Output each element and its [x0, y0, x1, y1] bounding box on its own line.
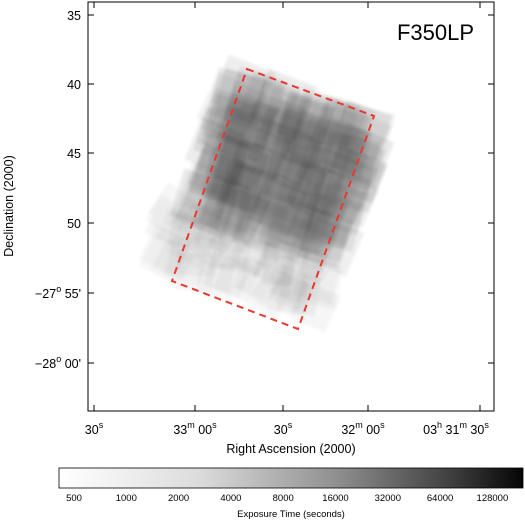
colorbar-tick-label: 8000: [273, 493, 294, 504]
y-tick-label: −27o 55': [35, 284, 81, 301]
filter-label: F350LP: [397, 20, 474, 45]
colorbar-tick-label: 2000: [168, 493, 189, 504]
colorbar-tick-label: 16000: [322, 493, 348, 504]
colorbar-title: Exposure Time (seconds): [237, 509, 345, 520]
x-tick-label: 30s: [274, 420, 293, 437]
colorbar-tick-label: 4000: [220, 493, 241, 504]
exposure-tile: [275, 271, 322, 317]
x-axis-title: Right Ascension (2000): [226, 442, 355, 456]
colorbar-tick-label: 1000: [116, 493, 137, 504]
x-tick-label: 30s: [85, 420, 104, 437]
colorbar-tick-label: 32000: [375, 493, 401, 504]
y-tick-label: 45: [67, 147, 81, 161]
y-axis-title: Declination (2000): [2, 155, 16, 256]
x-tick-labels: 30s 33m 00s 30s 32m 00s 03h 31m 30s: [85, 420, 490, 437]
x-tick-label: 32m 00s: [341, 420, 385, 437]
x-tick-label: 33m 00s: [173, 420, 217, 437]
colorbar-tick-label: 64000: [427, 493, 453, 504]
colorbar: [58, 467, 524, 489]
colorbar-tick-labels: 500 1000 2000 4000 8000 16000 32000 64000 128000: [66, 493, 508, 504]
y-tick-label: 40: [67, 78, 81, 92]
colorbar-tick-label: 500: [66, 493, 82, 504]
exposure-tiles: [139, 54, 396, 333]
axis-ticks: [88, 2, 494, 411]
x-tick-label: 03h 31m 30s: [423, 420, 489, 437]
y-tick-label: 50: [67, 217, 81, 231]
colorbar-tick-label: 128000: [477, 493, 509, 504]
y-tick-label: 35: [67, 9, 81, 23]
footprint-outline: [170, 67, 376, 331]
y-tick-labels: 35 40 45 50 −27o 55' −28o 00': [35, 9, 81, 371]
y-tick-label: −28o 00': [35, 354, 81, 371]
